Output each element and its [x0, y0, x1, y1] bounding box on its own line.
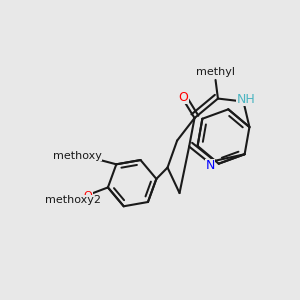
Text: NH: NH	[236, 93, 255, 106]
Text: O: O	[178, 91, 188, 103]
Text: methoxy: methoxy	[52, 151, 101, 160]
Text: N: N	[206, 159, 215, 172]
Text: O: O	[84, 191, 92, 201]
Text: O: O	[88, 152, 97, 162]
Text: methoxy2: methoxy2	[45, 195, 101, 205]
Text: methyl: methyl	[196, 68, 235, 77]
